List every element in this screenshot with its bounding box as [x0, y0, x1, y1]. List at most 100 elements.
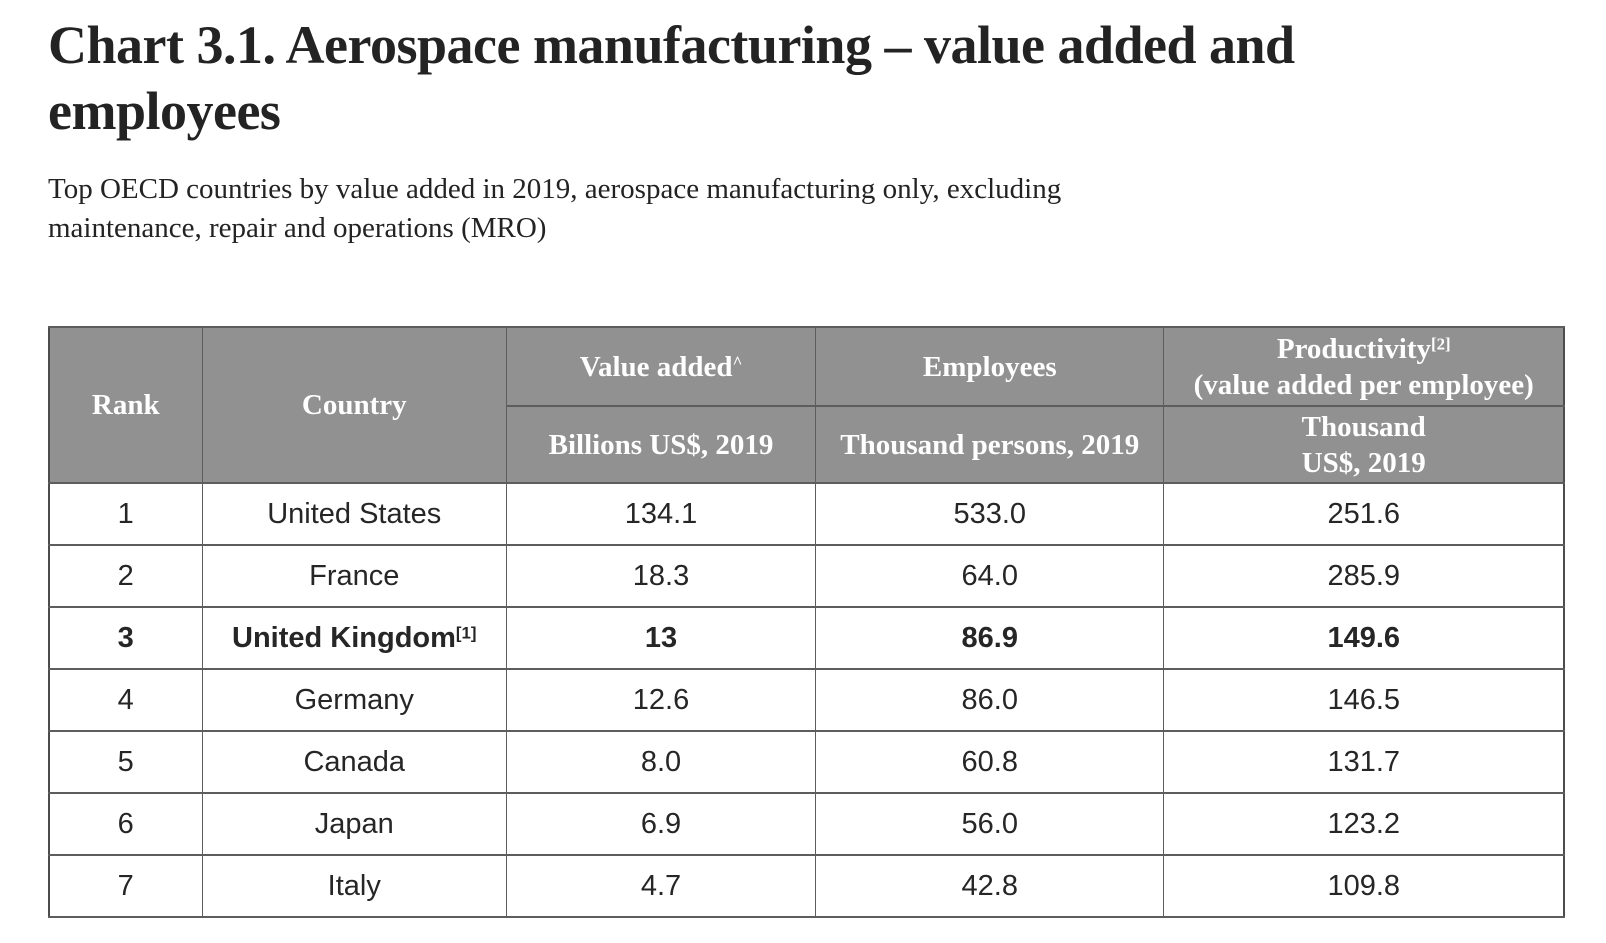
country-cell-text: United Kingdom [232, 621, 456, 654]
col-header-productivity-line2: (value added per employee) [1193, 368, 1534, 401]
country-cell-text: Germany [294, 683, 414, 716]
productivity-cell: 109.8 [1163, 854, 1565, 918]
col-subheader-value-added: Billions US$, 2019 [505, 405, 817, 484]
country-cell-text: Italy [327, 869, 381, 902]
productivity-cell: 149.6 [1163, 606, 1565, 670]
employees-cell: 56.0 [815, 792, 1165, 856]
value-added-cell: 13 [505, 606, 817, 670]
country-cell: France [201, 544, 507, 608]
country-cell: United States [201, 482, 507, 546]
productivity-cell: 251.6 [1163, 482, 1565, 546]
value-added-cell-text: 18.3 [632, 559, 690, 592]
rank-cell-text: 1 [117, 497, 134, 530]
productivity-cell-text: 251.6 [1327, 497, 1401, 530]
country-cell: Germany [201, 668, 507, 732]
employees-cell-text: 533.0 [953, 497, 1027, 530]
employees-cell: 64.0 [815, 544, 1165, 608]
col-header-productivity: Productivity[2] (value added per employe… [1163, 326, 1565, 407]
col-header-rank: Rank [48, 326, 203, 484]
productivity-cell-text: 146.5 [1327, 683, 1401, 716]
value-added-cell: 134.1 [505, 482, 817, 546]
col-subheader-employees: Thousand persons, 2019 [815, 405, 1165, 484]
table-row: 7 Italy 4.7 42.8 109.8 [48, 854, 1565, 918]
country-cell-text: Japan [314, 807, 394, 840]
country-cell-text: United States [267, 497, 442, 530]
table-row: 3 United Kingdom[1] 13 86.9 149.6 [48, 606, 1565, 670]
table-row: 4 Germany 12.6 86.0 146.5 [48, 668, 1565, 732]
country-cell-text: France [309, 559, 400, 592]
col-subheader-productivity-line: US$, 2019 [1301, 446, 1426, 479]
document-page: Chart 3.1. Aerospace manufacturing – val… [48, 12, 1570, 918]
rank-cell: 5 [48, 730, 203, 794]
value-added-cell: 8.0 [505, 730, 817, 794]
table-body: 1 United States 134.1 533.0 251.6 2 France 18.3… [48, 482, 1565, 918]
col-header-productivity-label: Productivity [1276, 332, 1431, 365]
value-added-cell-text: 12.6 [632, 683, 690, 716]
table-row: 6 Japan 6.9 56.0 123.2 [48, 792, 1565, 856]
value-added-cell-text: 134.1 [624, 497, 698, 530]
rank-cell-text: 3 [117, 621, 134, 654]
productivity-cell: 131.7 [1163, 730, 1565, 794]
employees-cell-text: 56.0 [961, 807, 1018, 840]
value-added-cell-text: 8.0 [640, 745, 682, 778]
rank-cell: 6 [48, 792, 203, 856]
value-added-cell-text: 4.7 [640, 869, 682, 902]
page-subtitle-line: maintenance, repair and operations (MRO) [48, 212, 547, 244]
value-added-cell: 6.9 [505, 792, 817, 856]
col-header-employees-label: Employees [922, 350, 1057, 383]
employees-cell-text: 86.9 [961, 621, 1018, 654]
productivity-cell: 146.5 [1163, 668, 1565, 732]
rank-cell: 3 [48, 606, 203, 670]
header-row-sub: Billions US$, 2019 Thousand persons, 201… [49, 405, 1565, 484]
rank-cell-text: 7 [117, 869, 134, 902]
value-added-cell-text: 13 [644, 621, 678, 654]
employees-cell: 60.8 [815, 730, 1165, 794]
col-subheader-productivity: Thousand US$, 2019 [1163, 405, 1565, 484]
rank-cell-text: 4 [117, 683, 134, 716]
country-cell: Japan [201, 792, 507, 856]
page-title-line: Chart 3.1. Aerospace manufacturing – val… [48, 15, 1295, 75]
rank-cell: 4 [48, 668, 203, 732]
value-added-cell: 12.6 [505, 668, 817, 732]
table-header: Rank Country Value added^ Employees Prod… [48, 326, 1565, 484]
page-title: Chart 3.1. Aerospace manufacturing – val… [48, 12, 1570, 144]
footnote-marker-2: [2] [1431, 334, 1451, 354]
table-row: 5 Canada 8.0 60.8 131.7 [48, 730, 1565, 794]
productivity-cell: 123.2 [1163, 792, 1565, 856]
country-cell: Canada [201, 730, 507, 794]
employees-cell: 533.0 [815, 482, 1165, 546]
col-header-country: Country [201, 326, 507, 484]
employees-cell-text: 64.0 [961, 559, 1018, 592]
page-subtitle: Top OECD countries by value added in 201… [48, 170, 1570, 248]
page-title-line: employees [48, 81, 281, 141]
table-row: 1 United States 134.1 533.0 251.6 [48, 482, 1565, 546]
table-row: 2 France 18.3 64.0 285.9 [48, 544, 1565, 608]
employees-cell: 86.9 [815, 606, 1165, 670]
data-table: Rank Country Value added^ Employees Prod… [48, 326, 1565, 918]
col-header-employees: Employees [815, 326, 1165, 407]
employees-cell-text: 60.8 [961, 745, 1018, 778]
productivity-cell-text: 285.9 [1327, 559, 1401, 592]
productivity-cell: 285.9 [1163, 544, 1565, 608]
rank-cell-text: 5 [117, 745, 134, 778]
employees-cell: 86.0 [815, 668, 1165, 732]
employees-cell-text: 86.0 [961, 683, 1018, 716]
value-added-cell: 18.3 [505, 544, 817, 608]
value-added-cell-text: 6.9 [640, 807, 682, 840]
country-cell: Italy [201, 854, 507, 918]
col-header-value-added-label: Value added [579, 350, 733, 383]
footnote-marker: [1] [455, 623, 477, 643]
col-header-productivity-line1: Productivity[2] [1168, 331, 1559, 367]
col-header-value-added: Value added^ [505, 326, 817, 407]
rank-cell: 2 [48, 544, 203, 608]
rank-cell: 7 [48, 854, 203, 918]
productivity-cell-text: 131.7 [1327, 745, 1401, 778]
rank-cell: 1 [48, 482, 203, 546]
rank-cell-text: 2 [117, 559, 134, 592]
employees-cell-text: 42.8 [961, 869, 1018, 902]
col-subheader-productivity-line: Thousand [1301, 410, 1426, 443]
country-cell: United Kingdom[1] [201, 606, 507, 670]
country-cell-text: Canada [303, 745, 406, 778]
productivity-cell-text: 149.6 [1327, 621, 1401, 654]
employees-cell: 42.8 [815, 854, 1165, 918]
